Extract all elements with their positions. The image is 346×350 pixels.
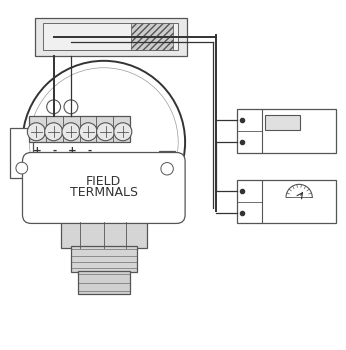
Circle shape <box>161 162 173 175</box>
Bar <box>24 158 183 218</box>
Text: out: out <box>36 154 56 164</box>
Text: TEST: TEST <box>65 154 96 164</box>
Text: -: - <box>53 146 57 156</box>
Text: -: - <box>249 185 253 195</box>
Text: 2400: 2400 <box>273 118 292 127</box>
Text: -: - <box>87 146 91 156</box>
Bar <box>10 128 33 178</box>
Text: +: + <box>33 146 42 156</box>
Bar <box>29 116 130 142</box>
Bar <box>78 271 130 294</box>
Bar <box>237 109 336 153</box>
Circle shape <box>27 123 45 141</box>
FancyBboxPatch shape <box>22 153 185 223</box>
Text: +: + <box>67 146 76 156</box>
Bar <box>159 151 175 175</box>
Bar <box>237 180 336 223</box>
Bar <box>35 18 187 56</box>
Bar <box>43 23 178 50</box>
Circle shape <box>97 123 115 141</box>
Text: A / V: A / V <box>289 212 309 222</box>
Circle shape <box>114 123 132 141</box>
Bar <box>265 115 300 130</box>
Text: +: + <box>249 208 257 217</box>
Bar <box>71 246 137 272</box>
Circle shape <box>62 123 80 141</box>
Text: +: + <box>249 113 257 122</box>
Text: FIELD: FIELD <box>86 175 121 188</box>
Text: TERMNALS: TERMNALS <box>70 186 138 199</box>
Bar <box>131 23 173 50</box>
Text: supply: supply <box>296 134 326 143</box>
Text: -: - <box>249 137 253 147</box>
Circle shape <box>16 162 28 174</box>
Circle shape <box>45 123 63 141</box>
Circle shape <box>64 100 78 114</box>
Circle shape <box>22 61 185 223</box>
Text: Power: Power <box>297 121 325 130</box>
Circle shape <box>79 123 97 141</box>
Circle shape <box>47 100 61 114</box>
Bar <box>61 222 147 248</box>
